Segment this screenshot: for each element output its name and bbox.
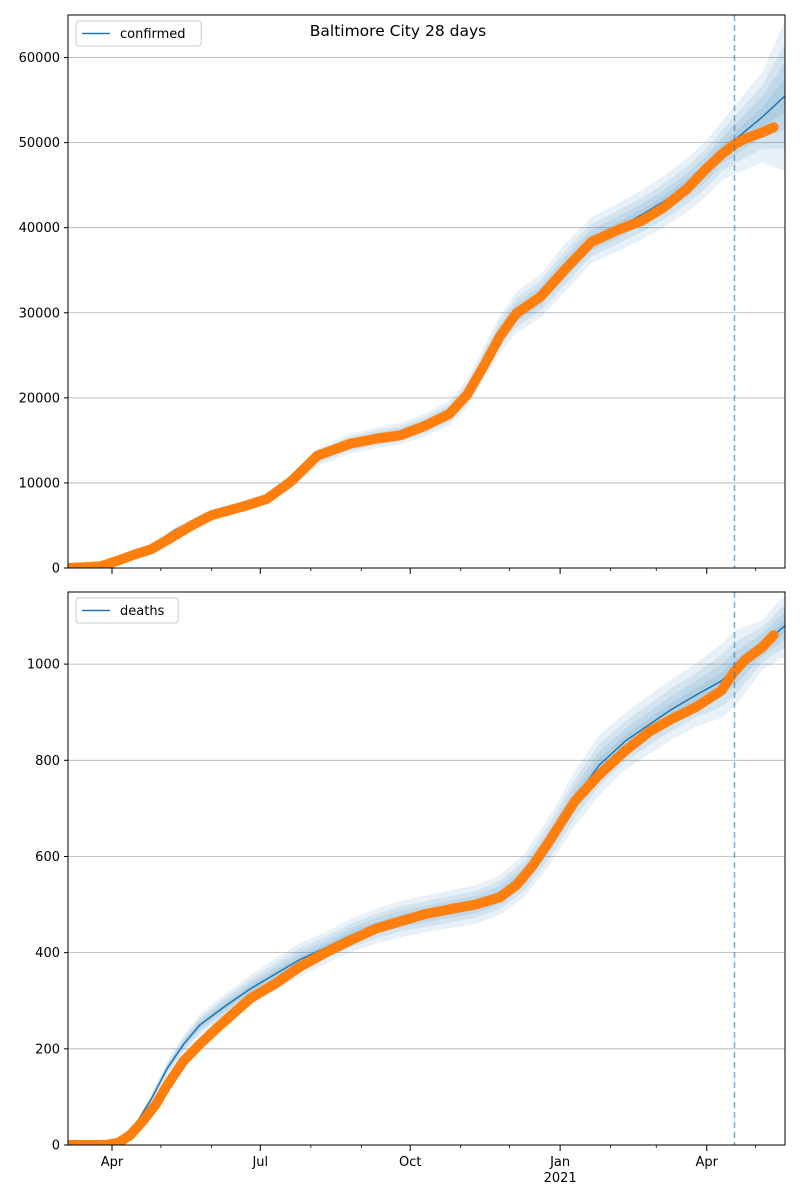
- x-tick-label: Apr: [696, 1155, 719, 1170]
- y-tick-label: 60000: [19, 51, 60, 66]
- observed-points: [68, 630, 779, 1145]
- y-tick-label: 30000: [19, 306, 60, 321]
- legend-label: deaths: [120, 604, 165, 619]
- legend-box: [75, 597, 179, 624]
- uncertainty-band-1: [68, 594, 785, 1145]
- y-tick-label: 400: [35, 946, 60, 961]
- y-tick-label: 800: [35, 754, 60, 769]
- y-tick-label: 20000: [19, 391, 60, 406]
- observed-point: [768, 122, 779, 133]
- y-tick-label: 1000: [27, 658, 60, 673]
- legend-deaths: deaths: [75, 597, 179, 624]
- plot-frame: [67, 591, 786, 1146]
- x-tick-sublabel: 2021: [544, 1171, 577, 1186]
- plot-area: [68, 20, 785, 568]
- observed-point: [768, 630, 779, 641]
- y-tick-label: 600: [35, 850, 60, 865]
- y-tick-label: 10000: [19, 476, 60, 491]
- y-tick-label: 50000: [19, 136, 60, 151]
- plot-frame: [67, 14, 786, 569]
- x-tick-label: Jul: [251, 1155, 268, 1170]
- legend-box: [75, 20, 202, 47]
- y-tick-label: 40000: [19, 221, 60, 236]
- observed-points: [68, 122, 779, 568]
- y-tick-label: 200: [35, 1042, 60, 1057]
- x-tick-label: Oct: [399, 1155, 421, 1170]
- panel-confirmed: 0 10000 20000 30000 40000 50000 60000 confirmed: [19, 14, 786, 577]
- y-tick-label: 0: [52, 562, 60, 577]
- uncertainty-band-2: [68, 603, 785, 1145]
- y-tick-label: 0: [52, 1139, 60, 1154]
- legend-confirmed: confirmed: [75, 20, 202, 47]
- x-tick-label: Jan: [549, 1155, 570, 1170]
- chart-panels: 0100002000030000400005000060000confirmed…: [19, 14, 786, 1186]
- figure-title: Baltimore City 28 days: [310, 22, 486, 40]
- legend-label: confirmed: [120, 27, 186, 42]
- plot-area: [68, 594, 785, 1145]
- x-tick-label: Apr: [101, 1155, 124, 1170]
